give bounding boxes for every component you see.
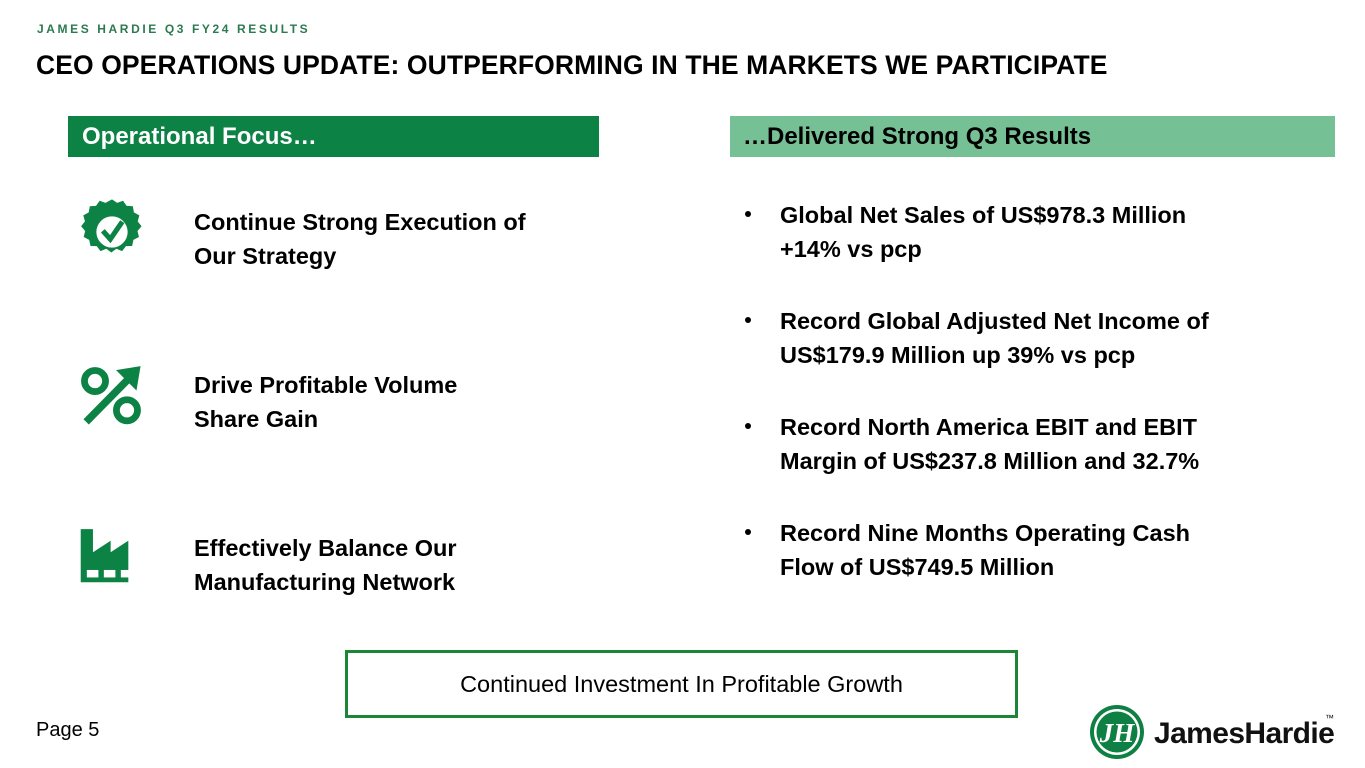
focus-item-volume-share-line2: Share Gain [194,406,319,432]
bullet-dot-icon [745,211,751,217]
factory-icon [78,521,146,589]
result-bullet-2-line2: US$179.9 Million up 39% vs pcp [780,342,1136,368]
list-item: Global Net Sales of US$978.3 Million +14… [738,198,1318,266]
focus-item-manufacturing: Effectively Balance Our Manufacturing Ne… [78,516,638,679]
page-title: CEO OPERATIONS UPDATE: OUTPERFORMING IN … [36,50,1108,80]
james-hardie-logo: JH JamesHardie ™ [1088,703,1336,761]
delivered-results-header-bar: …Delivered Strong Q3 Results [730,116,1335,157]
list-item: Record North America EBIT and EBIT Margi… [738,410,1318,478]
focus-item-strategy-text: Continue Strong Execution of Our Strateg… [194,205,526,273]
focus-item-manufacturing-text: Effectively Balance Our Manufacturing Ne… [194,531,457,599]
result-bullet-4-line1: Record Nine Months Operating Cash [780,520,1190,546]
delivered-results-header-label: …Delivered Strong Q3 Results [743,122,1092,150]
result-bullet-2-line1: Record Global Adjusted Net Income of [780,308,1209,334]
operational-focus-header-bar: Operational Focus… [68,116,599,157]
focus-item-volume-share: Drive Profitable Volume Share Gain [78,353,638,516]
svg-text:JamesHardie: JamesHardie [1154,717,1334,750]
result-bullet-3-line1: Record North America EBIT and EBIT [780,414,1197,440]
gear-check-icon [78,198,146,266]
operational-focus-header-label: Operational Focus… [82,122,317,150]
focus-item-manufacturing-line2: Manufacturing Network [194,569,456,595]
svg-text:JH: JH [1099,718,1136,748]
result-bullet-1-line1: Global Net Sales of US$978.3 Million [780,202,1187,228]
bullet-dot-icon [745,423,751,429]
slide-eyebrow: JAMES HARDIE Q3 FY24 RESULTS [37,22,311,36]
focus-item-strategy-line2: Our Strategy [194,243,337,269]
percent-arrow-up-icon [78,362,146,430]
focus-item-volume-share-text: Drive Profitable Volume Share Gain [194,368,457,436]
bullet-dot-icon [745,529,751,535]
focus-item-manufacturing-line1: Effectively Balance Our [194,535,457,561]
operational-focus-list: Continue Strong Execution of Our Strateg… [78,190,638,679]
svg-text:™: ™ [1325,713,1334,723]
list-item: Record Global Adjusted Net Income of US$… [738,304,1318,372]
result-bullet-1-line2: +14% vs pcp [780,236,922,262]
result-bullet-4-line2: Flow of US$749.5 Million [780,554,1055,580]
result-bullet-3-line2: Margin of US$237.8 Million and 32.7% [780,448,1200,474]
callout-text: Continued Investment In Profitable Growt… [460,670,903,697]
bullet-dot-icon [745,317,751,323]
focus-item-strategy: Continue Strong Execution of Our Strateg… [78,190,638,353]
focus-item-volume-share-line1: Drive Profitable Volume [194,372,458,398]
focus-item-strategy-line1: Continue Strong Execution of [194,209,526,235]
list-item: Record Nine Months Operating Cash Flow o… [738,516,1318,584]
delivered-results-list: Global Net Sales of US$978.3 Million +14… [738,198,1318,622]
callout-box: Continued Investment In Profitable Growt… [345,650,1018,718]
page-number: Page 5 [36,719,100,741]
